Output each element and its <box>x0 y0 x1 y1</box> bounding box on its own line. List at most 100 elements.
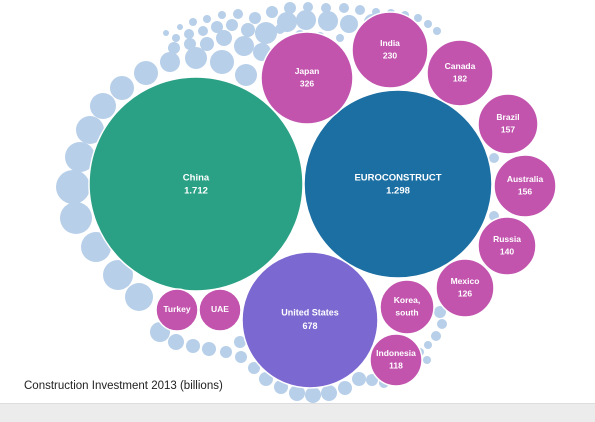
filler-bubble <box>56 170 90 204</box>
filler-bubble <box>90 93 116 119</box>
bubble-name-label: Russia <box>493 234 521 244</box>
filler-bubble <box>437 319 447 329</box>
filler-bubble <box>352 372 366 386</box>
bubble-china: China 1.712 <box>88 76 304 292</box>
bubble-value-label: 157 <box>501 125 515 135</box>
filler-bubble <box>241 23 255 37</box>
filler-bubble <box>210 50 234 74</box>
bubble-name-label: Turkey <box>163 304 191 314</box>
bubble-australia: Australia 156 <box>493 154 557 218</box>
filler-bubble <box>186 339 200 353</box>
bubble-name-label: Japan <box>295 66 320 76</box>
footer-band <box>0 403 595 422</box>
bubble-circle <box>241 251 379 389</box>
bubble-circle <box>88 76 304 292</box>
filler-bubble <box>434 306 446 318</box>
bubble-circle <box>303 89 493 279</box>
bubble-name-label: EUROCONSTRUCT <box>354 172 441 183</box>
bubble-value-label: 118 <box>389 361 403 371</box>
filler-bubble <box>60 202 92 234</box>
filler-bubble <box>125 283 153 311</box>
filler-bubble <box>81 232 111 262</box>
bubble-value-label: 182 <box>453 74 467 84</box>
filler-bubble <box>431 331 441 341</box>
filler-bubbles <box>56 2 499 403</box>
filler-bubble <box>318 11 338 31</box>
filler-bubble <box>424 20 432 28</box>
filler-bubble <box>303 2 313 12</box>
filler-bubble <box>489 153 499 163</box>
filler-bubble <box>423 356 431 364</box>
bubble-value-label: 126 <box>458 289 472 299</box>
bubble-value-label: 230 <box>383 51 397 61</box>
bubble-name-label: India <box>380 38 400 48</box>
bubble-circle <box>155 288 199 332</box>
filler-bubble <box>134 61 158 85</box>
bubble-value-label: 1.298 <box>386 185 410 196</box>
filler-bubble <box>355 5 365 15</box>
bubble-mexico: Mexico 126 <box>435 258 495 318</box>
bubble-name-label: UAE <box>211 304 229 314</box>
bubble-value-label: 326 <box>300 79 314 89</box>
filler-bubble <box>163 30 169 36</box>
bubble-circle <box>435 258 495 318</box>
filler-bubble <box>168 334 184 350</box>
bubble-name-label: Korea, south <box>394 295 420 318</box>
filler-bubble <box>336 34 344 42</box>
bubble-brazil: Brazil 157 <box>477 93 539 155</box>
filler-bubble <box>296 10 316 30</box>
filler-bubble <box>177 24 183 30</box>
filler-bubble <box>218 11 226 19</box>
bubble-uae: UAE <box>198 288 242 332</box>
filler-bubble <box>321 3 331 13</box>
filler-bubble <box>424 341 432 349</box>
bubble-circle <box>260 31 354 125</box>
filler-bubble <box>189 18 197 26</box>
filler-bubble <box>200 37 214 51</box>
filler-bubble <box>160 52 180 72</box>
filler-bubble <box>184 38 196 50</box>
bubble-circle <box>379 279 435 335</box>
bubble-circle <box>477 216 537 276</box>
bubble-turkey: Turkey <box>155 288 199 332</box>
bubble-circle <box>477 93 539 155</box>
filler-bubble <box>266 6 278 18</box>
bubble-japan: Japan 326 <box>260 31 354 125</box>
bubble-value-label: 678 <box>302 321 317 331</box>
bubble-euroconstruct: EUROCONSTRUCT 1.298 <box>303 89 493 279</box>
bubble-india: India 230 <box>351 11 429 89</box>
bubble-name-label: United States <box>281 308 339 318</box>
filler-bubble <box>168 42 180 54</box>
bubble-indonesia: Indonesia 118 <box>369 333 423 387</box>
filler-bubble <box>226 19 238 31</box>
filler-bubble <box>289 385 305 401</box>
bubble-name-label: Australia <box>507 174 544 184</box>
filler-bubble <box>235 64 257 86</box>
filler-bubble <box>202 342 216 356</box>
filler-bubble <box>110 76 134 100</box>
bubble-name-label: Indonesia <box>376 348 416 358</box>
filler-bubble <box>76 116 104 144</box>
bubble-circle <box>493 154 557 218</box>
data-bubbles: China 1.712 EUROCONSTRUCT 1.298 United State… <box>88 11 557 389</box>
filler-bubble <box>172 34 180 42</box>
bubble-korea-south: Korea, south <box>379 279 435 335</box>
filler-bubble <box>284 2 296 14</box>
filler-bubble <box>216 30 232 46</box>
filler-bubble <box>234 336 246 348</box>
filler-bubble <box>235 351 247 363</box>
filler-bubble <box>184 29 194 39</box>
filler-bubble <box>338 381 352 395</box>
filler-bubble <box>275 24 285 34</box>
filler-bubble <box>305 387 321 403</box>
bubble-circle <box>351 11 429 89</box>
bubble-value-label: 140 <box>500 247 514 257</box>
bubble-value-label: 1.712 <box>184 185 208 196</box>
filler-bubble <box>203 15 211 23</box>
filler-bubble <box>321 385 337 401</box>
filler-bubble <box>255 22 277 44</box>
bubble-circle <box>426 39 494 107</box>
filler-bubble <box>220 346 232 358</box>
bubble-value-label: 156 <box>518 187 532 197</box>
